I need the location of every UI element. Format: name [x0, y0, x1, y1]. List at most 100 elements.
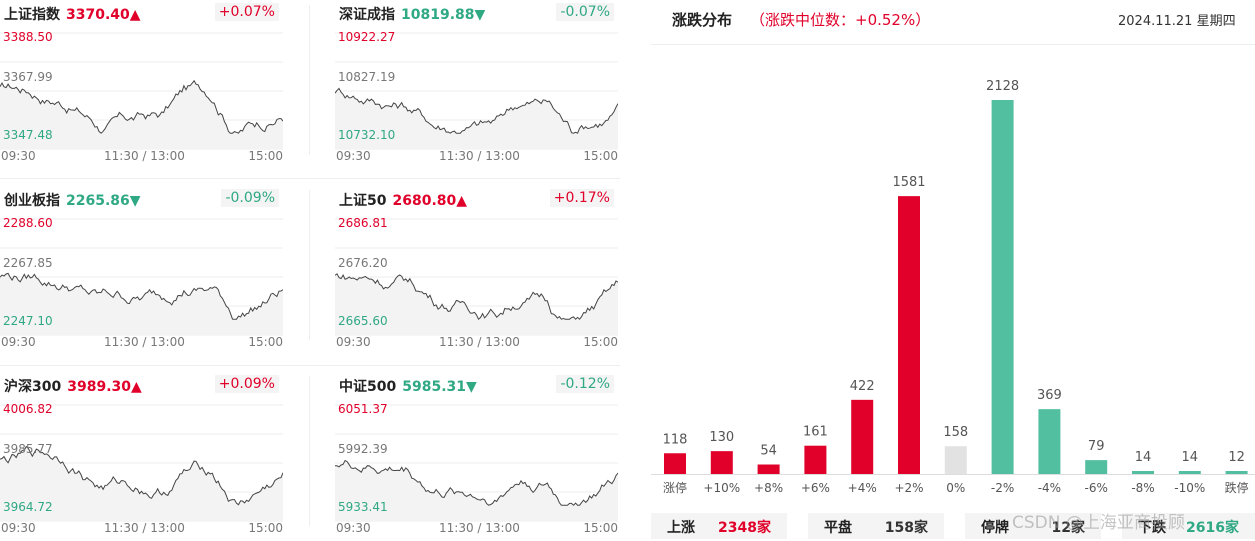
distribution-bar	[991, 100, 1014, 474]
index-price: 5985.31▼	[402, 379, 477, 395]
index-panel[interactable]: 上证50 2680.80▲ +0.17% 2686.81 2676.20 2665…	[335, 186, 618, 366]
time-open: 09:30	[1, 521, 36, 535]
time-close: 15:00	[583, 335, 618, 349]
index-high: 10922.27	[338, 30, 396, 44]
distribution-bar	[1132, 471, 1154, 474]
index-mid: 3367.99	[3, 70, 53, 84]
index-change: -0.07%	[556, 3, 614, 21]
index-price: 3989.30▲	[67, 379, 142, 395]
summary-item: 停牌 12家	[965, 513, 1101, 539]
time-open: 09:30	[336, 149, 371, 163]
index-name: 创业板指 2265.86▼	[4, 193, 141, 209]
distribution-bar	[1178, 471, 1201, 474]
index-low: 2247.10	[3, 314, 53, 328]
index-mid: 5992.39	[338, 442, 388, 456]
index-sparkline	[335, 404, 618, 522]
index-low: 5933.41	[338, 500, 388, 514]
bar-category-label: +6%	[801, 481, 830, 495]
bar-value-label: 369	[1037, 388, 1062, 403]
time-close: 15:00	[583, 521, 618, 535]
bar-value-label: 158	[943, 425, 968, 440]
index-change: +0.17%	[549, 189, 614, 207]
index-price: 2680.80▲	[392, 193, 468, 209]
time-close: 15:00	[583, 149, 618, 163]
distribution-date: 2024.11.21 星期四	[1118, 14, 1236, 29]
distribution-bar	[664, 453, 686, 474]
distribution-bar-chart: 118 涨停 130 +10% 54 +8% 161 +6% 422 +4% 1581 +2% 158 0…	[651, 79, 1255, 495]
index-high: 2288.60	[3, 216, 53, 230]
index-change: -0.12%	[556, 375, 614, 393]
index-panel[interactable]: 沪深300 3989.30▲ +0.09% 4006.82 3985.77 396…	[0, 372, 283, 541]
index-name: 中证500 5985.31▼	[339, 379, 477, 395]
index-panel[interactable]: 深证成指 10819.88▼ -0.07% 10922.27 10827.19 1…	[335, 0, 618, 180]
bar-value-label: 1581	[892, 175, 925, 190]
distribution-bar	[1085, 460, 1108, 474]
index-low: 3964.72	[3, 500, 53, 514]
index-low: 2665.60	[338, 314, 388, 328]
time-mid: 11:30 / 13:00	[104, 521, 185, 535]
index-sparkline	[335, 218, 618, 336]
bar-value-label: 161	[803, 425, 828, 440]
index-sparkline	[335, 32, 618, 150]
summary-value: 12家	[1051, 520, 1085, 536]
index-name: 深证成指 10819.88▼	[339, 7, 486, 23]
summary-value: 2616家	[1186, 520, 1239, 536]
bar-category-label: -4%	[1038, 481, 1061, 495]
bar-category-label: 涨停	[663, 480, 687, 495]
index-high: 6051.37	[338, 402, 388, 416]
bar-category-label: 跌停	[1225, 480, 1249, 495]
index-mid: 2267.85	[3, 256, 53, 270]
index-change: +0.09%	[214, 375, 279, 393]
index-mid: 2676.20	[338, 256, 388, 270]
bar-category-label: -2%	[991, 481, 1014, 495]
summary-item: 平盘 158家	[808, 513, 944, 539]
summary-value: 158家	[884, 520, 928, 536]
summary-label: 下跌	[1138, 520, 1166, 536]
bar-category-label: +10%	[703, 481, 740, 495]
distribution-bar	[804, 445, 827, 474]
distribution-title: 涨跌分布	[672, 11, 733, 29]
summary-item: 上涨 2348家	[651, 513, 787, 539]
index-sparkline	[0, 218, 283, 336]
time-open: 09:30	[1, 149, 36, 163]
index-high: 2686.81	[338, 216, 388, 230]
time-open: 09:30	[336, 521, 371, 535]
index-panel[interactable]: 上证指数 3370.40▲ +0.07% 3388.50 3367.99 3347…	[0, 0, 283, 180]
index-price: 3370.40▲	[66, 7, 141, 23]
bar-value-label: 118	[663, 432, 688, 447]
bar-value-label: 79	[1088, 439, 1105, 454]
distribution-bar	[851, 399, 874, 474]
distribution-bar	[1225, 471, 1248, 474]
index-name: 上证50 2680.80▲	[339, 193, 468, 209]
index-change: +0.07%	[214, 3, 279, 21]
summary-label: 平盘	[824, 520, 852, 536]
index-low: 3347.48	[3, 128, 53, 142]
index-sparkline	[0, 32, 283, 150]
index-change: -0.09%	[221, 189, 279, 207]
summary-label: 停牌	[981, 520, 1009, 536]
index-mid: 10827.19	[338, 70, 396, 84]
time-mid: 11:30 / 13:00	[104, 335, 185, 349]
index-sparkline	[0, 404, 283, 522]
index-mid: 3985.77	[3, 442, 53, 456]
index-panel[interactable]: 创业板指 2265.86▼ -0.09% 2288.60 2267.85 2247…	[0, 186, 283, 366]
summary-value: 2348家	[718, 520, 771, 536]
distribution-bar	[944, 446, 967, 474]
bar-value-label: 54	[760, 444, 777, 459]
distribution-bar	[1038, 409, 1061, 474]
bar-value-label: 422	[850, 379, 875, 394]
index-price: 2265.86▼	[66, 193, 141, 209]
bar-category-label: +2%	[894, 481, 923, 495]
bar-value-label: 12	[1228, 450, 1245, 465]
time-close: 15:00	[248, 521, 283, 535]
index-high: 3388.50	[3, 30, 53, 44]
watermark-text: CSDN @上海亚商投顾	[1012, 513, 1185, 533]
bar-value-label: 130	[709, 430, 734, 445]
time-mid: 11:30 / 13:00	[104, 149, 185, 163]
index-price: 10819.88▼	[401, 7, 486, 23]
index-high: 4006.82	[3, 402, 53, 416]
time-close: 15:00	[248, 335, 283, 349]
summary-label: 上涨	[667, 520, 695, 536]
index-panel[interactable]: 中证500 5985.31▼ -0.12% 6051.37 5992.39 593…	[335, 372, 618, 541]
bar-category-label: -8%	[1131, 481, 1154, 495]
